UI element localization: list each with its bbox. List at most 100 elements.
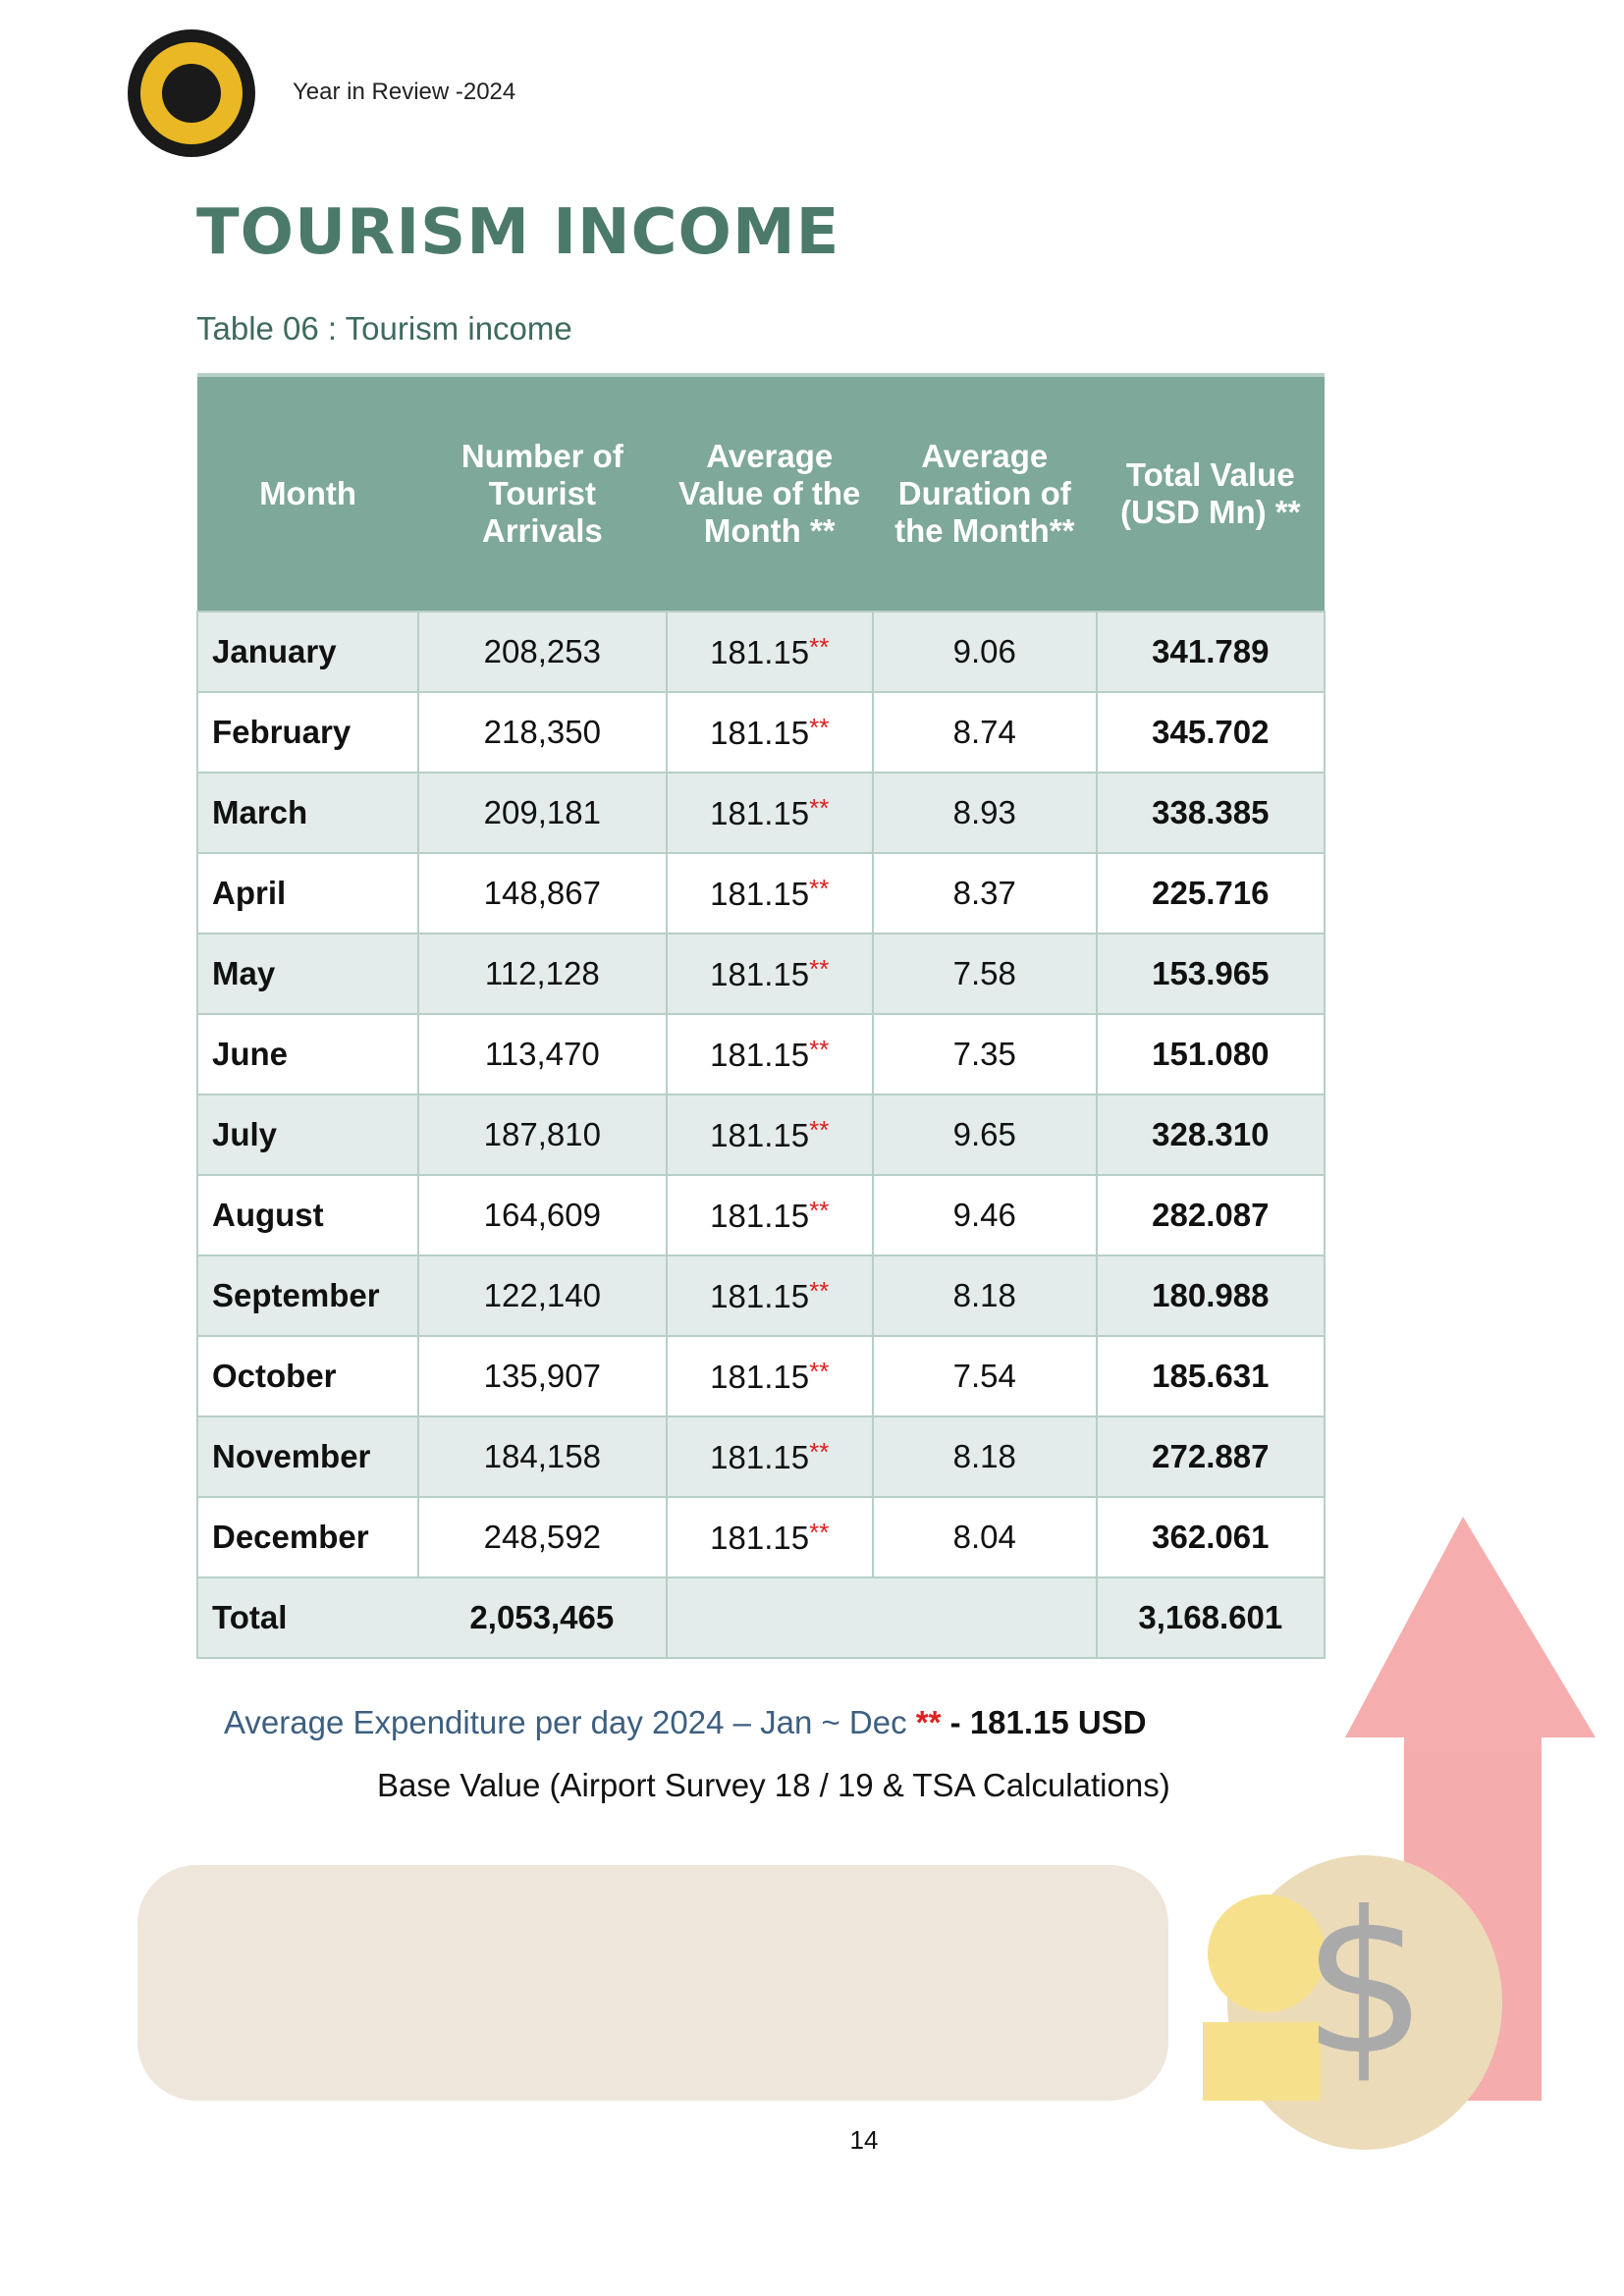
table-row: April 148,867 181.15** 8.37 225.716 [195, 852, 1326, 934]
table-row: June 113,470 181.15** 7.35 151.080 [195, 1013, 1326, 1095]
table-row: August 164,609 181.15** 9.46 282.087 [195, 1174, 1326, 1256]
table-row: May 112,128 181.15** 7.58 153.965 [195, 933, 1326, 1015]
avg-note: ** [809, 632, 830, 662]
total-cell: 345.702 [1095, 691, 1326, 774]
avg-note: ** [809, 874, 830, 903]
table-row: January 208,253 181.15** 9.06 341.789 [195, 611, 1326, 693]
month-cell: March [195, 772, 420, 854]
avg-note: ** [809, 1276, 830, 1306]
avg-value: 181.15 [710, 1117, 810, 1153]
month-cell: December [195, 1496, 420, 1578]
month-cell: January [195, 611, 420, 693]
avg-note: ** [809, 1437, 830, 1467]
total-cell: 151.080 [1095, 1013, 1326, 1095]
table-row: March 209,181 181.15** 8.93 338.385 [195, 772, 1326, 854]
table-row: February 218,350 181.15** 8.74 345.702 [195, 691, 1326, 774]
month-cell: November [195, 1415, 420, 1498]
total-arrivals: 2,053,465 [418, 1576, 668, 1659]
total-cell: 272.887 [1095, 1415, 1326, 1498]
duration-cell: 8.18 [871, 1415, 1098, 1498]
footnote-text: Average Expenditure per day 2024 – Jan ~… [224, 1704, 907, 1740]
duration-cell: 7.54 [871, 1335, 1098, 1417]
avg-note: ** [809, 1518, 830, 1547]
duration-cell: 8.74 [871, 691, 1098, 774]
column-header: Total Value (USD Mn) ** [1096, 373, 1325, 612]
month-cell: September [195, 1255, 420, 1337]
total-row: Total 2,053,465 3,168.601 [195, 1576, 1326, 1659]
total-value: 3,168.601 [1095, 1576, 1326, 1659]
arrivals-cell: 122,140 [417, 1255, 668, 1337]
duration-cell: 9.65 [871, 1094, 1098, 1176]
avg-value: 181.15 [710, 956, 810, 992]
duration-cell: 7.58 [871, 933, 1098, 1015]
avg-value-cell: 181.15** [665, 691, 874, 774]
duration-cell: 8.93 [871, 772, 1098, 854]
table-caption: Table 06 : Tourism income [196, 310, 572, 347]
month-cell: February [195, 691, 420, 774]
total-cell: 153.965 [1095, 933, 1326, 1015]
arrivals-cell: 164,609 [417, 1174, 668, 1256]
duration-cell: 8.18 [871, 1255, 1098, 1337]
table-row: July 187,810 181.15** 9.65 328.310 [195, 1094, 1326, 1176]
total-cell: 282.087 [1095, 1174, 1326, 1256]
avg-value-cell: 181.15** [665, 1174, 874, 1256]
avg-note: ** [809, 954, 830, 984]
avg-value: 181.15 [710, 876, 810, 912]
arrivals-cell: 187,810 [417, 1094, 668, 1176]
avg-note: ** [809, 1115, 830, 1145]
page-title: TOURISM INCOME [196, 196, 840, 269]
table-row: October 135,907 181.15** 7.54 185.631 [195, 1335, 1326, 1417]
month-cell: August [195, 1174, 420, 1256]
avg-value-cell: 181.15** [665, 1255, 874, 1337]
total-label: Total [195, 1576, 419, 1659]
avg-value: 181.15 [710, 795, 810, 831]
total-cell: 225.716 [1095, 852, 1326, 934]
arrivals-cell: 148,867 [417, 852, 668, 934]
avg-value: 181.15 [710, 634, 810, 670]
avg-value-cell: 181.15** [665, 1335, 874, 1417]
base-note: Base Value (Airport Survey 18 / 19 & TSA… [377, 1767, 1170, 1803]
avg-value: 181.15 [710, 1037, 810, 1073]
arrow-illustration: $ [1203, 1517, 1596, 2150]
total-cell: 185.631 [1095, 1335, 1326, 1417]
column-header: Number of Tourist Arrivals [418, 373, 667, 612]
total-cell: 338.385 [1095, 772, 1326, 854]
column-header: Average Value of the Month ** [666, 373, 873, 612]
page-number: 14 [849, 2125, 879, 2155]
avg-value-cell: 181.15** [665, 1496, 874, 1578]
arrivals-cell: 248,592 [417, 1496, 668, 1578]
duration-cell: 7.35 [871, 1013, 1098, 1095]
month-cell: October [195, 1335, 420, 1417]
column-header: Average Duration of the Month** [872, 373, 1097, 612]
footnote: Average Expenditure per day 2024 – Jan ~… [224, 1704, 1147, 1741]
svg-text:$: $ [1302, 1870, 1427, 2099]
total-cell: 341.789 [1095, 611, 1326, 693]
duration-cell: 8.04 [871, 1496, 1098, 1578]
avg-value-cell: 181.15** [665, 1415, 874, 1498]
month-cell: April [195, 852, 420, 934]
month-cell: July [195, 1094, 420, 1176]
column-header: Month [197, 373, 419, 612]
total-empty [665, 1576, 1098, 1659]
arrivals-cell: 112,128 [417, 933, 668, 1015]
avg-note: ** [809, 713, 830, 742]
table-row: December 248,592 181.15** 8.04 362.061 [195, 1496, 1326, 1578]
month-cell: May [195, 933, 420, 1015]
people-illustration [137, 1865, 1168, 2101]
total-cell: 328.310 [1095, 1094, 1326, 1176]
avg-value: 181.15 [710, 1520, 810, 1556]
avg-value-cell: 181.15** [665, 1094, 874, 1176]
arrivals-cell: 184,158 [417, 1415, 668, 1498]
arrivals-cell: 113,470 [417, 1013, 668, 1095]
total-cell: 362.061 [1095, 1496, 1326, 1578]
table-row: November 184,158 181.15** 8.18 272.887 [195, 1415, 1326, 1498]
header-row: Month Number of Tourist Arrivals Average V… [197, 373, 1325, 612]
avg-value: 181.15 [710, 1359, 810, 1395]
arrivals-cell: 208,253 [417, 611, 668, 693]
avg-value-cell: 181.15** [665, 852, 874, 934]
avg-value: 181.15 [710, 715, 810, 751]
footnote-value: - 181.15 USD [949, 1704, 1147, 1740]
avg-value: 181.15 [710, 1198, 810, 1234]
